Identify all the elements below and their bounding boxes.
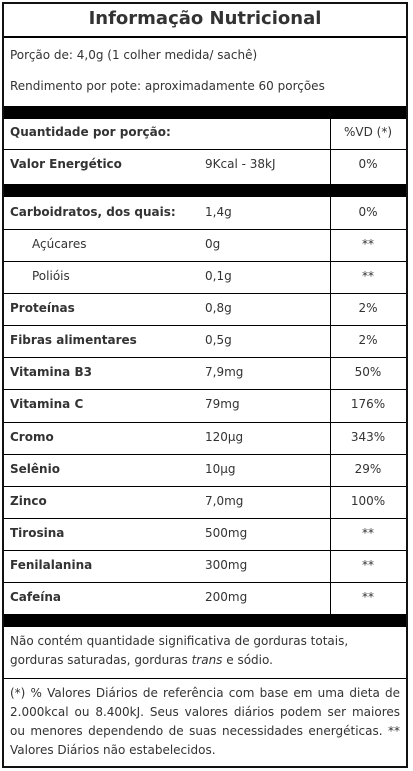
nutrient-vd: ** [362, 589, 374, 604]
energy-amount: 9Kcal - 38kJ [205, 157, 276, 171]
quantity-header: Quantidade por porção: [10, 125, 171, 139]
row-divider [4, 582, 406, 583]
nutrient-amount: 0,8g [205, 301, 232, 316]
thick-divider-bottom [4, 614, 406, 627]
thick-divider-top [4, 106, 406, 119]
nutrient-name: Cafeína [10, 589, 62, 604]
nutrient-vd: 50% [354, 365, 382, 380]
nutrient-name: Polióis [32, 269, 70, 284]
nutrient-name: Tirosina [10, 525, 65, 540]
row-divider [4, 357, 406, 358]
nutrient-vd: 100% [350, 493, 386, 508]
daily-values-footnote: (*) % Valores Diários de referência com … [10, 686, 400, 757]
nutrient-vd: ** [362, 525, 374, 540]
title-divider [4, 36, 406, 38]
nutrient-name: Fenilalanina [10, 557, 93, 572]
vd-header: %VD (*) [343, 125, 393, 139]
nutrient-vd: 0% [358, 205, 378, 219]
nutrient-vd: ** [362, 557, 374, 572]
column-divider-vd [330, 119, 331, 184]
nutrient-amount: 7,0mg [205, 493, 244, 508]
row-divider [4, 229, 406, 230]
nutrient-amount: 79mg [205, 397, 240, 412]
nutrient-vd: 176% [350, 397, 386, 412]
nutrient-amount: 0,1g [205, 269, 232, 284]
nutrient-vd: 2% [358, 333, 378, 348]
nutrient-amount: 7,9mg [205, 365, 244, 380]
nutrient-vd: 343% [350, 429, 386, 444]
yield-text: Rendimento por pote: aproximadamente 60 … [10, 79, 325, 93]
nutrient-vd: 29% [354, 461, 382, 476]
thick-divider-mid [4, 184, 406, 197]
energy-name: Valor Energético [10, 157, 122, 171]
energy-vd: 0% [358, 157, 378, 171]
row-divider [4, 325, 406, 326]
portion-text: Porção de: 4,0g (1 colher medida/ sachê) [10, 48, 258, 62]
nutrient-amount: 10µg [205, 461, 236, 476]
nutrient-amount: 200mg [205, 589, 248, 604]
row-divider [4, 454, 406, 455]
nutrient-vd: ** [362, 237, 374, 252]
row-divider [4, 261, 406, 262]
row-divider [4, 149, 406, 150]
nutrient-name: Vitamina C [10, 397, 84, 412]
disclaimer-note: Não contém quantidade significativa de g… [10, 634, 349, 667]
row-divider [4, 422, 406, 423]
nutrient-name: Vitamina B3 [10, 365, 92, 380]
nutrient-name: Fibras alimentares [10, 333, 137, 348]
nutrient-amount: 120µg [205, 429, 244, 444]
nutrient-name: Selênio [10, 461, 60, 476]
nutrient-name: Açúcares [32, 237, 87, 252]
nutrient-amount: 0,5g [205, 333, 232, 348]
nutrient-name: Cromo [10, 429, 54, 444]
nutrient-vd: 2% [358, 301, 378, 316]
nutrient-amount: 1,4g [205, 205, 232, 219]
nutrient-name: Carboidratos, dos quais: [10, 205, 176, 219]
row-divider [4, 550, 406, 551]
nutrient-name: Zinco [10, 493, 47, 508]
row-divider [4, 293, 406, 294]
nutrient-name: Proteínas [10, 301, 75, 316]
row-divider [4, 518, 406, 519]
nutrition-facts-label: Informação Nutricional Porção de: 4,0g (… [2, 2, 408, 768]
footnote-divider [4, 678, 406, 679]
nutrient-amount: 0g [205, 237, 221, 252]
row-divider [4, 389, 406, 390]
nutrient-amount: 500mg [205, 525, 248, 540]
label-title: Informação Nutricional [88, 8, 322, 29]
row-divider [4, 486, 406, 487]
nutrient-amount: 300mg [205, 557, 248, 572]
column-divider-vd [330, 197, 331, 614]
nutrient-vd: ** [362, 269, 374, 284]
